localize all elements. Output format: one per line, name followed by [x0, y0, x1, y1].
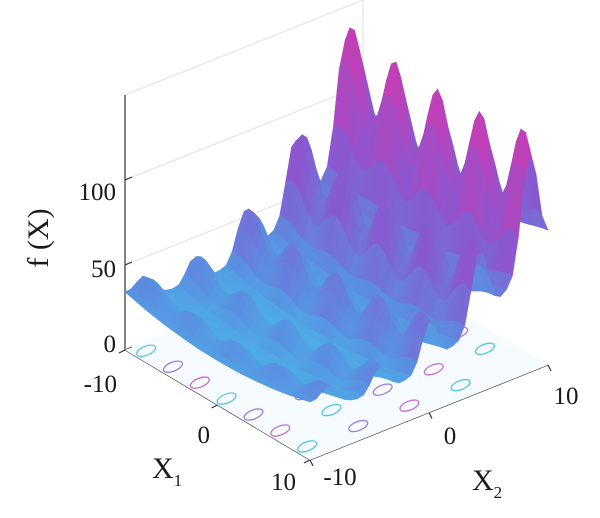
x2-axis-title: X2 — [472, 464, 502, 502]
z-axis-tick — [124, 261, 133, 266]
x1-axis-name: X — [152, 452, 174, 485]
contour-line — [243, 408, 264, 421]
x2-tick-label: 10 — [554, 383, 579, 410]
contour-line — [270, 424, 291, 437]
x2-axis-tick — [547, 364, 552, 372]
x2-axis-tick — [309, 459, 314, 467]
z-axis-tick — [124, 346, 133, 351]
z-axis-title: f (X) — [22, 208, 55, 267]
contour-line — [189, 376, 210, 389]
contour-line — [372, 383, 393, 396]
contour-line — [423, 362, 444, 376]
contour-line — [450, 378, 471, 392]
x1-axis-tick — [211, 404, 218, 409]
contour-line — [321, 403, 342, 417]
contour-line — [399, 399, 420, 412]
x1-axis-tick — [303, 459, 311, 464]
surface-mesh — [124, 26, 549, 403]
contour-line — [348, 419, 369, 433]
x2-tick-label: -10 — [323, 464, 356, 491]
x1-tick-label: -10 — [84, 371, 117, 398]
z-tick-label: 50 — [91, 256, 116, 283]
contour-line — [216, 392, 237, 405]
axis-labels: 0 50 100 -10 0 10 -10 0 10 f (X) X1 X2 — [22, 179, 579, 502]
contour-line — [136, 344, 157, 358]
z-tick-label: 0 — [104, 331, 117, 358]
z-tick-label: 100 — [79, 179, 117, 206]
z-gridline — [124, 84, 364, 181]
x2-axis-name: X — [472, 464, 494, 497]
x2-axis-subscript: 2 — [494, 483, 503, 502]
surface-patch — [304, 396, 317, 403]
x1-tick-label: 0 — [198, 422, 211, 449]
x2-axis-tick — [428, 412, 433, 419]
contour-line — [474, 342, 496, 356]
x1-tick-label: 10 — [271, 469, 296, 496]
x1-axis-subscript: 1 — [174, 471, 183, 490]
z-axis-tick — [124, 176, 133, 181]
x1-axis-title: X1 — [152, 452, 182, 490]
contour-line — [162, 360, 184, 373]
back-grid-line — [124, 0, 364, 96]
x2-tick-label: 0 — [444, 423, 457, 450]
x1-axis-tick — [118, 349, 126, 354]
contour-line — [297, 440, 318, 453]
